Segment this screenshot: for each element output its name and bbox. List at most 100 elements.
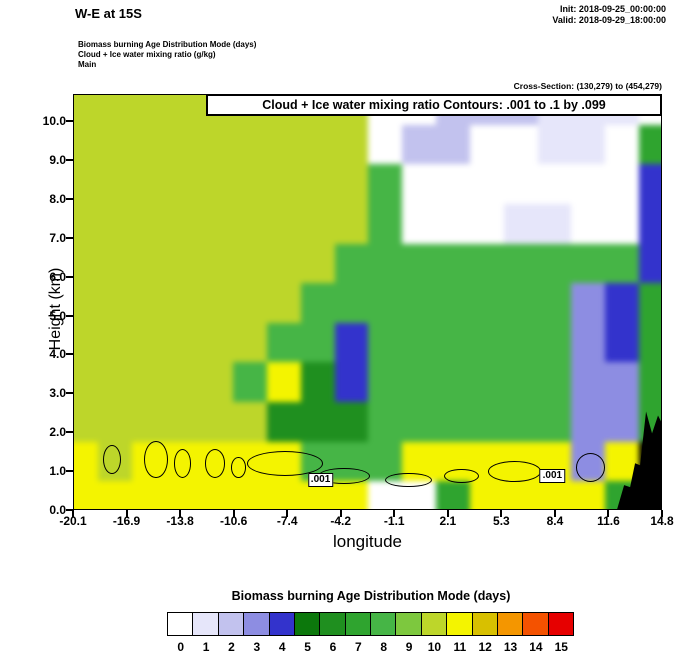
field-cell <box>605 203 640 244</box>
contour-ellipse <box>443 468 480 484</box>
y-tick-mark <box>66 275 73 278</box>
field-cell <box>74 95 98 125</box>
y-tick-label: 10.0 <box>42 114 66 129</box>
field-cell <box>74 124 98 165</box>
page-title: W-E at 15S <box>75 6 142 21</box>
contour-ellipse <box>385 472 433 488</box>
y-tick-mark <box>66 120 73 123</box>
field-cell <box>402 283 437 323</box>
x-tick-mark <box>393 510 396 517</box>
field-cell <box>74 441 98 482</box>
field-cell <box>266 203 301 244</box>
field-cell <box>165 362 200 403</box>
field-cell <box>165 203 200 244</box>
valid-time: Valid: 2018-09-29_18:00:00 <box>552 15 666 25</box>
y-tick-label: 5.0 <box>49 308 66 323</box>
colorbar <box>167 612 574 636</box>
variable-list: Biomass burning Age Distribution Mode (d… <box>78 40 256 70</box>
field-cell <box>368 203 403 244</box>
field-cell <box>469 164 504 204</box>
field-cell <box>571 124 606 165</box>
contour-ellipse <box>231 457 246 478</box>
field-cell <box>571 402 606 442</box>
y-tick-label: 3.0 <box>49 386 66 401</box>
colorbar-cell <box>471 612 498 636</box>
field-cell <box>368 322 403 363</box>
field-cell <box>266 402 301 442</box>
y-tick-mark <box>66 509 73 511</box>
field-cell <box>436 203 470 244</box>
field-cell <box>436 243 470 284</box>
field-cell <box>334 481 369 509</box>
field-cell <box>233 362 267 403</box>
x-tick-mark <box>339 510 342 517</box>
field-cell <box>165 283 200 323</box>
field-cell <box>402 362 437 403</box>
colorbar-cell <box>192 612 219 636</box>
field-cell <box>436 124 470 165</box>
x-tick-label: -16.9 <box>112 514 141 528</box>
field-cell <box>537 362 572 403</box>
field-cell <box>469 243 504 284</box>
contour-info-banner: Cloud + Ice water mixing ratio Contours:… <box>206 95 661 116</box>
contour-value-label: .001 <box>307 473 334 488</box>
colorbar-label: 11 <box>453 640 467 654</box>
colorbar-cell <box>167 612 194 636</box>
contour-ellipse <box>204 448 226 478</box>
field-cell <box>300 283 335 323</box>
field-cell <box>131 164 166 204</box>
contour-ellipse <box>103 444 121 474</box>
field-cell <box>503 124 538 165</box>
x-tick-label: 5.3 <box>493 514 510 528</box>
field-cell <box>537 402 572 442</box>
x-tick-mark <box>661 510 663 517</box>
field-cell <box>97 322 132 363</box>
field-cell <box>97 95 132 125</box>
colorbar-label: 12 <box>478 640 492 654</box>
field-cell <box>74 203 98 244</box>
field-cell <box>334 243 369 284</box>
field-cell <box>605 322 640 363</box>
field-cell <box>334 322 369 363</box>
x-tick-mark <box>179 510 182 517</box>
y-tick-mark <box>66 353 73 356</box>
x-axis-tick-marks <box>72 510 663 517</box>
field-cell <box>165 164 200 204</box>
field-cell <box>233 203 267 244</box>
y-axis-tick-marks <box>66 94 73 511</box>
field-cell <box>300 243 335 284</box>
x-tick-label: -13.8 <box>166 514 194 528</box>
field-cell <box>199 203 234 244</box>
field-cell <box>639 124 661 165</box>
field-cell <box>334 283 369 323</box>
field-cell <box>74 481 98 509</box>
x-tick-mark <box>72 510 74 517</box>
y-tick-mark <box>66 197 73 200</box>
field-cell <box>199 124 234 165</box>
x-tick-label: 8.4 <box>546 514 564 528</box>
colorbar-label: 5 <box>304 640 311 654</box>
colorbar-cell <box>344 612 371 636</box>
field-cell <box>503 322 538 363</box>
field-cell <box>300 164 335 204</box>
field-cell <box>503 243 538 284</box>
field-cell <box>639 203 661 244</box>
field-cell <box>165 124 200 165</box>
field-cell <box>571 164 606 204</box>
field-cell <box>503 164 538 204</box>
field-cell <box>97 164 132 204</box>
colorbar-label: 15 <box>554 640 568 654</box>
field-cell <box>300 124 335 165</box>
x-tick-label: -10.6 <box>219 514 248 528</box>
y-tick-mark <box>66 470 73 473</box>
x-tick-label: 14.8 <box>650 514 674 528</box>
field-cell <box>131 243 166 284</box>
contour-ellipse <box>575 453 606 483</box>
field-cell <box>436 283 470 323</box>
field-cell <box>233 243 267 284</box>
field-cell <box>266 322 301 363</box>
contour-ellipse <box>173 448 192 478</box>
contour-variable-label: Cloud + Ice water mixing ratio (g/kg) <box>78 50 216 59</box>
contour-ellipse <box>144 440 168 478</box>
colorbar-cell <box>370 612 397 636</box>
